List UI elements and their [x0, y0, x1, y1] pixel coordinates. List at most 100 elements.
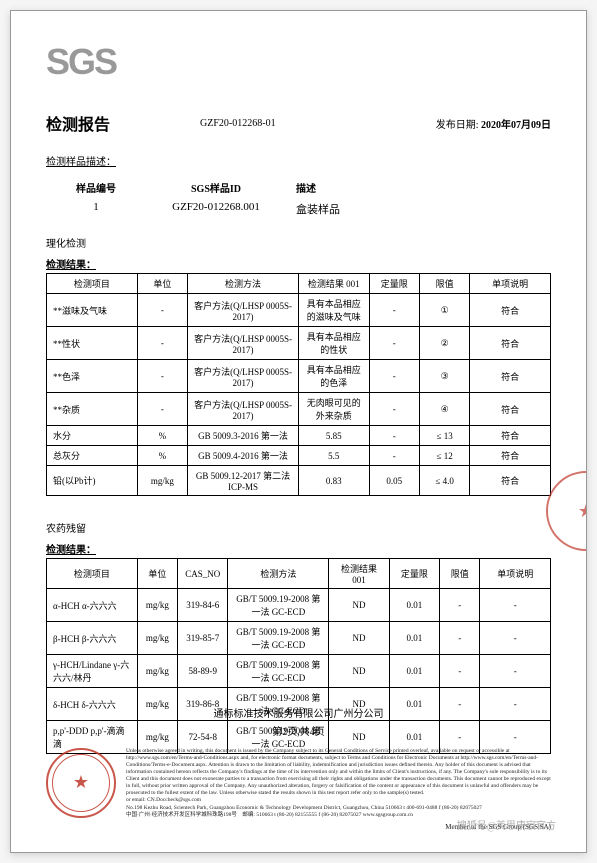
cell: mg/kg [137, 589, 177, 622]
col-header: 定量限 [369, 274, 419, 294]
cell: 符合 [470, 294, 551, 327]
watermark: 搜狐号@美思康宸官方 [457, 817, 556, 832]
cell: 0.01 [389, 655, 439, 688]
cell: GB/T 5009.19-2008 第一法 GC-ECD [228, 589, 329, 622]
sample-no: 1 [46, 201, 146, 217]
footer-company: 通标标准技术服务有限公司广州分公司 [46, 705, 551, 720]
table-row: **色泽-客户方法(Q/LHSP 0005S-2017)具有本品相应的色泽-③符… [47, 360, 551, 393]
col-header: CAS_NO [178, 559, 228, 589]
sample-head-id: SGS样品ID [146, 180, 286, 195]
sample-id: GZF20-012268.001 [146, 201, 286, 217]
cell: GB 5009.4-2016 第一法 [188, 446, 299, 466]
col-header: 单项说明 [470, 274, 551, 294]
table-row: 铅(以Pb计)mg/kgGB 5009.12-2017 第二法 ICP-MS0.… [47, 466, 551, 496]
cell: - [137, 393, 187, 426]
cell: ③ [419, 360, 469, 393]
cell: mg/kg [137, 622, 177, 655]
cell: GB/T 5009.19-2008 第一法 GC-ECD [228, 655, 329, 688]
sample-header-row: 样品编号 SGS样品ID 描述 [46, 180, 551, 195]
cell: **杂质 [47, 393, 138, 426]
col-header: 检测方法 [188, 274, 299, 294]
cell: ND [329, 655, 389, 688]
cell: 5.5 [298, 446, 369, 466]
sample-desc-label: 检测样品描述： [46, 153, 551, 168]
col-header: 检测结果 001 [298, 274, 369, 294]
cell: 0.05 [369, 466, 419, 496]
cell: ② [419, 327, 469, 360]
sgs-logo: SGS [46, 41, 551, 83]
cell: 符合 [470, 446, 551, 466]
table-header: 检测项目单位CAS_NO检测方法检测结果 001定量限限值单项说明 [47, 559, 551, 589]
cell: 319-85-7 [178, 622, 228, 655]
cell: **滋味及气味 [47, 294, 138, 327]
footer-page: 第2页,共4页 [46, 723, 551, 738]
cell: - [440, 655, 480, 688]
cell: 客户方法(Q/LHSP 0005S-2017) [188, 393, 299, 426]
cell: 总灰分 [47, 446, 138, 466]
col-header: 检测项目 [47, 274, 138, 294]
cell: γ-HCH/Lindane γ-六六六/林丹 [47, 655, 138, 688]
cell: - [369, 294, 419, 327]
sample-head-no: 样品编号 [46, 180, 146, 195]
cell: ND [329, 622, 389, 655]
cell: mg/kg [137, 466, 187, 496]
cell: - [480, 589, 551, 622]
cell: - [369, 360, 419, 393]
cell: mg/kg [137, 655, 177, 688]
cell: 0.83 [298, 466, 369, 496]
section2-result: 检测结果： [46, 541, 551, 556]
cell: 具有本品相应的色泽 [298, 360, 369, 393]
sample-data-row: 1 GZF20-012268.001 盒装样品 [46, 201, 551, 217]
footer: 通标标准技术服务有限公司广州分公司 第2页,共4页 Unless otherwi… [46, 705, 551, 833]
cell: ④ [419, 393, 469, 426]
cell: 符合 [470, 360, 551, 393]
report-number: GZF20-012268-01 [200, 118, 276, 129]
col-header: 单项说明 [480, 559, 551, 589]
col-header: 定量限 [389, 559, 439, 589]
sample-head-desc: 描述 [286, 180, 406, 195]
cell: - [137, 294, 187, 327]
cell: - [369, 393, 419, 426]
cell: α-HCH α-六六六 [47, 589, 138, 622]
cell: - [369, 446, 419, 466]
cell: - [480, 622, 551, 655]
cell: β-HCH β-六六六 [47, 622, 138, 655]
cell: 0.01 [389, 622, 439, 655]
cell: 水分 [47, 426, 138, 446]
cell: 符合 [470, 327, 551, 360]
cell: 符合 [470, 466, 551, 496]
cell: - [440, 622, 480, 655]
col-header: 检测方法 [228, 559, 329, 589]
cell: **性状 [47, 327, 138, 360]
cell: % [137, 446, 187, 466]
cell: 5.85 [298, 426, 369, 446]
table-row: α-HCH α-六六六mg/kg319-84-6GB/T 5009.19-200… [47, 589, 551, 622]
cell: 0.01 [389, 589, 439, 622]
cell: - [369, 426, 419, 446]
cell: - [480, 655, 551, 688]
report-title: 检测报告 [46, 111, 110, 135]
col-header: 限值 [419, 274, 469, 294]
cell: GB/T 5009.19-2008 第一法 GC-ECD [228, 622, 329, 655]
col-header: 单位 [137, 559, 177, 589]
date-label: 发布日期: [436, 120, 479, 131]
col-header: 单位 [137, 274, 187, 294]
cell: % [137, 426, 187, 446]
section1-title: 理化检测 [46, 235, 551, 250]
side-stamp-icon [546, 471, 587, 551]
cell: 具有本品相应的滋味及气味 [298, 294, 369, 327]
col-header: 检测结果 001 [329, 559, 389, 589]
cell: 客户方法(Q/LHSP 0005S-2017) [188, 294, 299, 327]
cell: 符合 [470, 393, 551, 426]
table-header: 检测项目单位检测方法检测结果 001定量限限值单项说明 [47, 274, 551, 294]
report-page: SGS 检测报告 GZF20-012268-01 发布日期: 2020年07月0… [10, 10, 587, 853]
footer-stamp-icon [46, 748, 116, 818]
table-row: γ-HCH/Lindane γ-六六六/林丹mg/kg58-89-9GB/T 5… [47, 655, 551, 688]
cell: 具有本品相应的性状 [298, 327, 369, 360]
cell: ND [329, 589, 389, 622]
cell: 符合 [470, 426, 551, 446]
disclaimer-text: Unless otherwise agreed in writing, this… [126, 748, 551, 798]
cell: GB 5009.3-2016 第一法 [188, 426, 299, 446]
disclaimer-email: or email: CN.Doccheck@sgs.com [126, 797, 551, 804]
cell: ① [419, 294, 469, 327]
